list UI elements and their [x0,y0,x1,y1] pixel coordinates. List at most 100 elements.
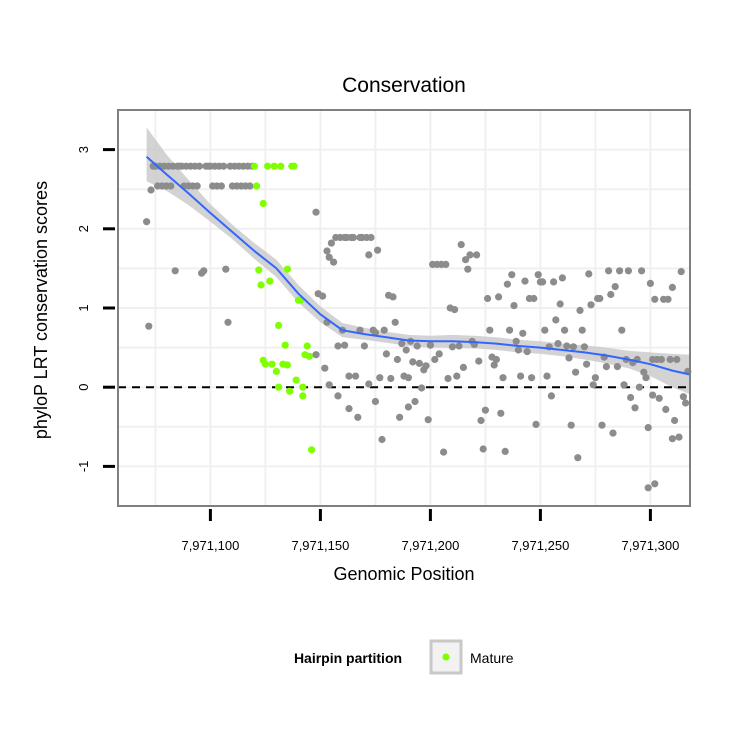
point-other [589,381,597,389]
y-axis-label: phyloP LRT conservation scores [31,181,51,439]
point-mature [268,360,276,368]
point-other [523,348,531,356]
point-mature [286,387,294,395]
point-other [481,406,489,414]
y-axis-ticks: -1 0 1 2 3 [76,146,115,472]
point-other [541,326,549,334]
point-mature [290,162,298,170]
point-other [477,416,485,425]
x-tick-label: 7,971,250 [511,538,569,553]
legend: Hairpin partition Mature [294,639,514,675]
point-other [466,251,474,259]
point-mature [299,392,307,400]
point-other [387,374,395,383]
point-other [673,355,681,364]
point-other [618,326,626,334]
point-mature [264,162,272,170]
point-other [499,374,507,382]
point-other [565,354,573,362]
point-other [354,413,362,421]
point-mature [257,281,265,289]
point-mature [250,162,258,170]
point-other [426,341,434,349]
point-mature [308,446,316,454]
y-tick-label: 1 [76,304,91,311]
point-other [539,278,547,286]
point-other [517,372,525,380]
point-other [675,433,683,441]
point-other [666,355,674,364]
point-other [644,424,652,432]
point-other [195,162,203,170]
point-other [563,342,571,350]
point-other [655,394,663,402]
panel-border [117,109,691,507]
point-mature [281,341,289,349]
point-other [193,182,201,190]
point-other [143,218,151,226]
point-other [374,246,382,254]
point-other [345,405,353,413]
x-tick-label: 7,971,200 [401,538,459,553]
point-other [220,162,228,170]
point-other [459,363,467,371]
point-other [510,302,518,310]
point-other [567,421,575,429]
point-other [371,329,379,337]
point-other [596,294,604,303]
point-other [422,362,430,370]
point-other [682,399,690,407]
point-other [424,416,432,424]
point-other [620,381,628,389]
point-other [327,239,335,247]
point-other [580,343,589,351]
point-other [382,350,390,358]
point-other [435,350,443,358]
point-other [409,358,417,366]
point-other [222,265,230,273]
point-mature [305,352,313,360]
point-other [651,295,659,303]
point-other [574,454,582,462]
point-other [398,340,406,348]
point-other [671,416,679,425]
point-other [649,391,657,399]
point-other [591,374,600,382]
point-other [391,318,399,326]
point-other [651,480,659,488]
point-other [453,372,461,380]
point-other [371,397,379,406]
point-other [543,372,551,380]
legend-label-mature: Mature [470,650,514,666]
chart-title: Conservation [342,74,466,97]
point-other [451,306,459,314]
point-other [473,251,481,259]
y-tick-label: 0 [76,384,91,391]
y-tick-label: 3 [76,146,91,153]
point-other [578,326,586,334]
point-other [587,301,595,309]
point-other [312,208,320,216]
point-other [325,381,333,389]
point-other [396,413,404,421]
point-other [360,342,368,350]
point-other [631,404,639,412]
y-tick-label: -1 [76,461,91,473]
point-other [323,247,331,255]
point-other [556,300,564,308]
point-other [378,435,386,444]
point-other [167,182,175,190]
point-other [613,363,622,371]
point-other [319,292,327,300]
point-other [662,405,670,413]
point-other [411,397,419,406]
point-other [413,342,421,350]
point-other [602,363,611,371]
point-mature [283,265,291,273]
smooth-curve [145,155,691,376]
point-other [367,233,375,242]
point-other [552,316,560,324]
point-other [583,360,591,368]
point-mature [283,361,291,369]
point-other [512,337,520,345]
